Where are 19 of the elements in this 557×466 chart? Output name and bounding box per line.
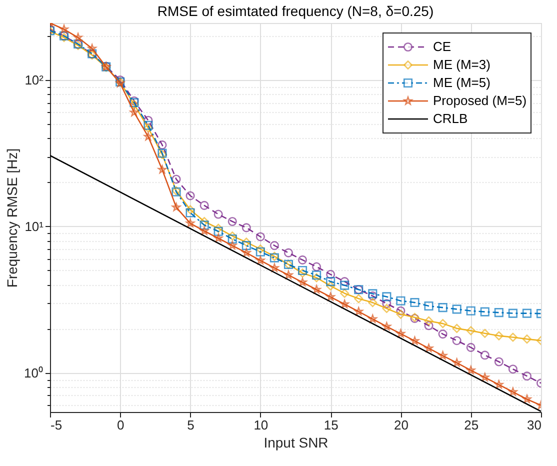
legend-label: Proposed (M=5): [433, 93, 527, 108]
x-tick-label: 5: [187, 418, 194, 432]
x-tick-label: 20: [394, 418, 408, 432]
legend-label: ME (M=3): [433, 57, 490, 72]
x-tick-label: 25: [464, 418, 479, 432]
x-tick-label: 30: [527, 418, 542, 432]
legend-label: CRLB: [433, 111, 468, 126]
x-axis-title: Input SNR: [264, 434, 328, 450]
x-tick-label: -5: [50, 418, 62, 432]
x-tick-label: 0: [117, 418, 124, 432]
chart-title: RMSE of esimtated frequency (N=8, δ=0.25): [157, 3, 434, 19]
legend-label: ME (M=5): [433, 75, 490, 90]
y-tick-label: 10⁰: [24, 365, 44, 380]
x-tick-label: 15: [324, 418, 338, 432]
legend-label: CE: [433, 39, 452, 54]
y-axis-title: Frequency RMSE [Hz]: [4, 148, 20, 288]
x-tick-label: 10: [254, 418, 268, 432]
y-tick-label: 10²: [24, 72, 44, 88]
y-tick-label: 10¹: [24, 218, 44, 234]
